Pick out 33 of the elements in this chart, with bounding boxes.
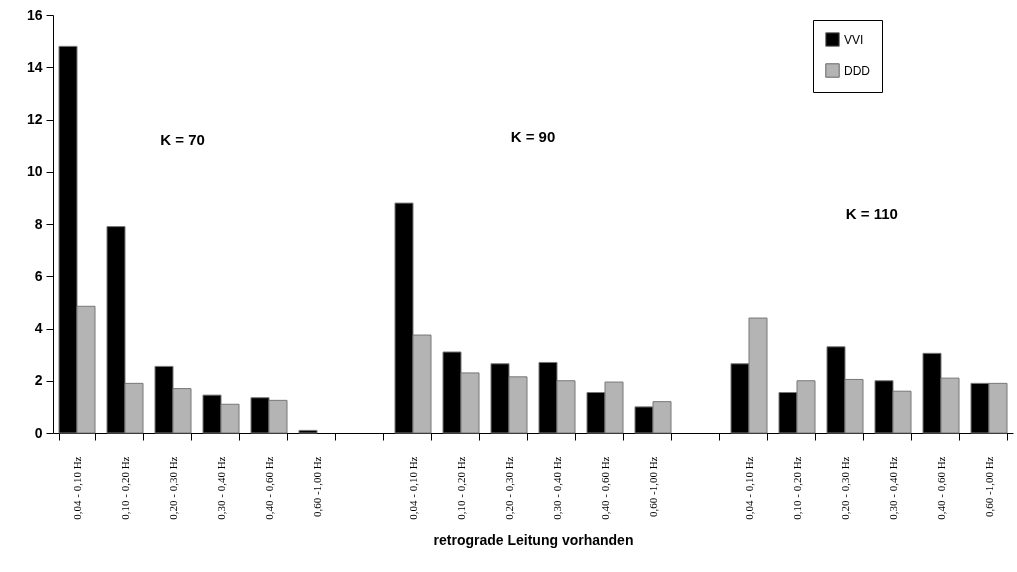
x-tick-label: 0,30 - 0,40 Hz bbox=[550, 456, 563, 520]
x-tick-label: 0,40 - 0,60 Hz bbox=[262, 456, 275, 520]
y-tick-label: 6 bbox=[34, 267, 43, 284]
y-tick-label: 2 bbox=[34, 372, 43, 389]
y-tick-label: 0 bbox=[34, 424, 43, 441]
y-tick-label: 10 bbox=[26, 163, 43, 180]
x-tick-label: 0,10 - 0,20 Hz bbox=[790, 456, 803, 520]
x-tick-label: 0,40 - 0,60 Hz bbox=[598, 456, 611, 520]
legend-label: DDD bbox=[844, 63, 871, 78]
y-tick-label: 8 bbox=[34, 215, 43, 232]
y-tick-label: 16 bbox=[26, 6, 43, 23]
x-tick-label: 0,20 - 0,30 Hz bbox=[838, 456, 851, 520]
annotation: K = 70 bbox=[160, 131, 205, 149]
x-tick-label: 0,30 - 0,40 Hz bbox=[886, 456, 899, 520]
x-axis-title: retrograde Leitung vorhanden bbox=[433, 531, 634, 548]
annotation: K = 90 bbox=[510, 128, 556, 146]
x-tick-label: 0,30 - 0,40 Hz bbox=[214, 456, 227, 520]
y-tick-label: 12 bbox=[26, 111, 43, 127]
x-tick-label: 0,60 -1,00 Hz bbox=[982, 456, 995, 517]
x-tick-label: 0,20 - 0,30 Hz bbox=[166, 456, 179, 520]
x-tick-label: 0,04 - 0,10 Hz bbox=[742, 456, 755, 520]
legend-label: VVI bbox=[844, 32, 864, 47]
x-tick-label: 0,40 - 0,60 Hz bbox=[934, 456, 947, 520]
x-tick-label: 0,20 - 0,30 Hz bbox=[502, 456, 515, 520]
x-tick-label: 0,04 - 0,10 Hz bbox=[70, 456, 83, 520]
x-tick-label: 0,60 -1,00 Hz bbox=[646, 456, 659, 517]
y-tick-label: 4 bbox=[34, 320, 43, 336]
x-tick-label: 0,60 -1,00 Hz bbox=[310, 456, 323, 517]
y-tick-label: 14 bbox=[26, 58, 43, 75]
annotation: K = 110 bbox=[845, 204, 898, 222]
x-tick-label: 0,10 - 0,20 Hz bbox=[118, 456, 131, 520]
x-tick-label: 0,04 - 0,10 Hz bbox=[406, 456, 419, 520]
x-tick-label: 0,10 - 0,20 Hz bbox=[454, 456, 467, 520]
